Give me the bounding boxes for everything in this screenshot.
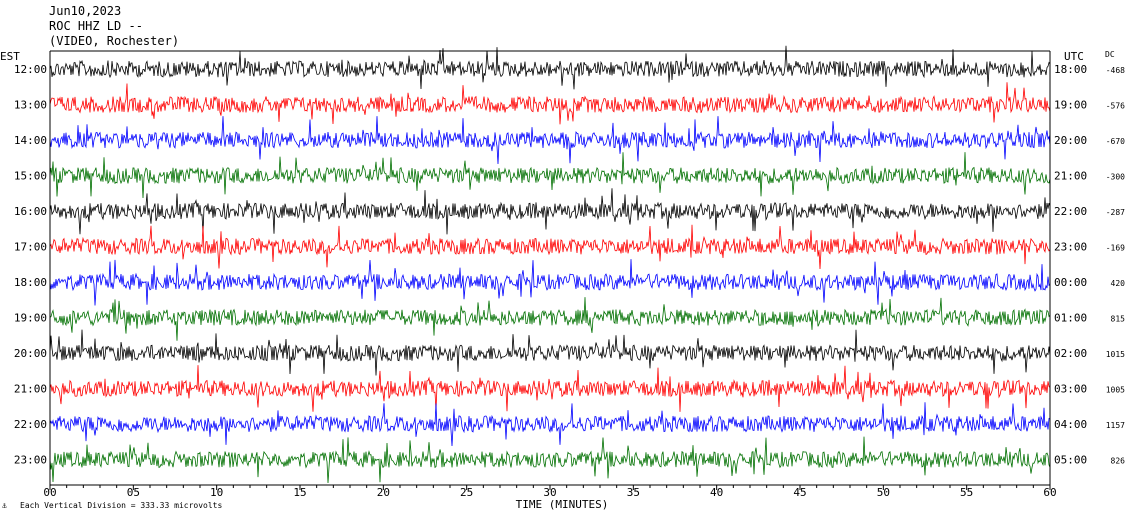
footer-logo-icon: ⚓ [2,501,7,510]
trace-row-2300 [49,436,1051,484]
trace-row-1800 [49,259,1051,306]
utc-hour-label: 21:00 [1054,170,1087,183]
trace-row-2000 [49,329,1051,376]
utc-hour-label: 05:00 [1054,454,1087,467]
utc-hour-label: 22:00 [1054,205,1087,218]
utc-axis-label: UTC [1064,50,1084,63]
vertical-division-note: Each Vertical Division = 333.33 microvol… [20,501,222,510]
dc-offset-label: 1157 [1106,421,1125,430]
trace-row-1900 [49,297,1051,341]
dc-offset-label: -287 [1106,208,1125,217]
plot-frame [49,50,1051,486]
trace-layer [49,45,1051,484]
est-hour-label: 23:00 [14,454,47,467]
dc-offset-label: 815 [1111,315,1126,324]
x-tick-label: 10 [210,486,223,499]
x-tick-label: 30 [543,486,556,499]
dc-axis-label: DC [1105,50,1115,59]
trace-row-1700 [49,224,1051,270]
dc-offset-label: 826 [1111,457,1126,466]
x-tick-label: 15 [293,486,306,499]
utc-hour-label: 00:00 [1054,276,1087,289]
utc-hour-label: 03:00 [1054,383,1087,396]
est-hour-label: 13:00 [14,99,47,112]
header-date: Jun10,2023 [49,4,122,18]
est-hour-label: 19:00 [14,312,47,325]
x-tick-label: 40 [710,486,723,499]
utc-hour-label: 19:00 [1054,99,1087,112]
est-hour-label: 20:00 [14,347,47,360]
est-hour-label: 15:00 [14,170,47,183]
trace-row-1400 [49,116,1051,165]
x-tick-label: 20 [377,486,390,499]
trace-row-1200 [49,45,1051,90]
utc-hour-label: 23:00 [1054,241,1087,254]
header-location: (VIDEO, Rochester) [49,34,180,48]
dc-offset-label: -300 [1106,173,1125,182]
est-hour-label: 14:00 [14,134,47,147]
trace-row-1600 [49,188,1051,235]
x-tick-label: 55 [960,486,973,499]
dc-offset-label: 1005 [1106,386,1125,395]
dc-offset-label: -576 [1106,102,1125,111]
x-tick-label: 05 [127,486,140,499]
dc-offset-label: -468 [1106,66,1125,75]
header-station: ROC HHZ LD -- [49,19,143,33]
est-hour-label: 16:00 [14,205,47,218]
est-hour-label: 21:00 [14,383,47,396]
x-tick-label: 00 [43,486,56,499]
utc-hour-label: 20:00 [1054,134,1087,147]
utc-hour-label: 02:00 [1054,347,1087,360]
dc-offset-label: -670 [1106,137,1125,146]
trace-row-1500 [49,152,1051,199]
est-hour-label: 22:00 [14,418,47,431]
est-hour-label: 18:00 [14,276,47,289]
est-hour-label: 12:00 [14,63,47,76]
trace-row-2200 [49,402,1051,447]
utc-hour-label: 04:00 [1054,418,1087,431]
utc-hour-label: 18:00 [1054,63,1087,76]
x-tick-label: 35 [627,486,640,499]
dc-label-layer: -468 -576 -670 -300 -287 -169 420 815 1015 1005 11… [1106,66,1125,466]
utc-label-layer: 18:00 19:00 20:00 21:00 22:00 23:00 00:00 01:00… [1054,63,1087,467]
trace-row-1300 [49,82,1051,125]
est-label-layer: 12:00 13:00 14:00 15:00 16:00 17:00 18:00 19:00… [14,63,47,467]
trace-row-2100 [49,365,1051,412]
x-tick-layer: 00 05 10 15 20 25 30 35 40 45 50 55 60 [43,485,1057,499]
x-tick-label: 45 [793,486,806,499]
dc-offset-label: 420 [1111,279,1126,288]
dc-offset-label: 1015 [1106,350,1125,359]
x-tick-label: 25 [460,486,473,499]
x-axis-title: TIME (MINUTES) [516,498,609,511]
dc-offset-label: -169 [1106,244,1125,253]
x-tick-label: 60 [1043,486,1056,499]
x-tick-label: 50 [877,486,890,499]
est-hour-label: 17:00 [14,241,47,254]
utc-hour-label: 01:00 [1054,312,1087,325]
est-axis-label: EST [0,50,20,63]
